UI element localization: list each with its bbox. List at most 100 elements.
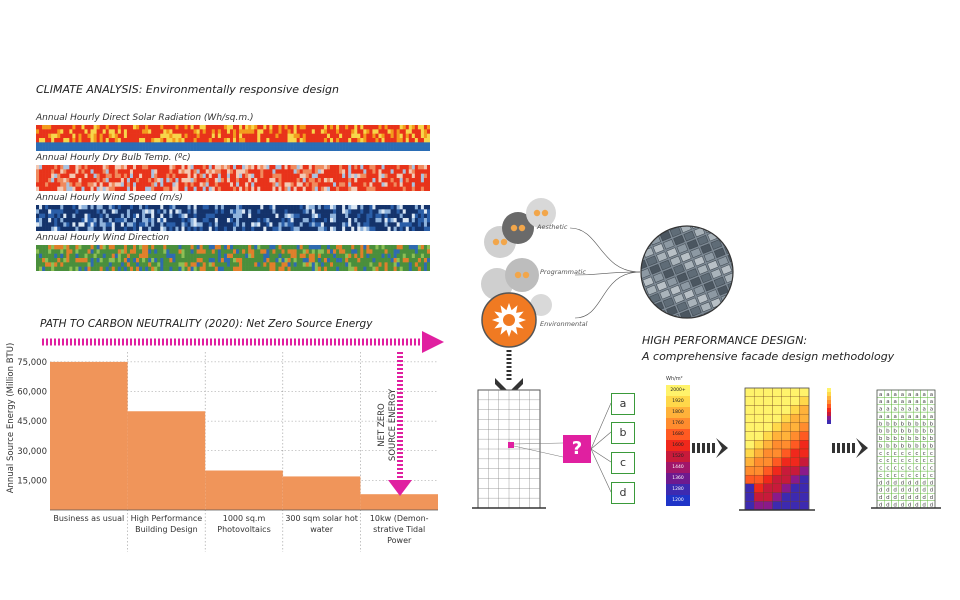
strip-cell [266,258,270,263]
heat-cell [790,466,801,476]
strip-cell [257,178,261,183]
legend-swatch: 1200 [666,495,690,506]
strip-cell [157,249,161,254]
strip-cell [202,138,207,143]
strip-cell [102,226,107,231]
strip-cell [233,258,237,263]
strip-cell [45,253,49,259]
strip-cell [339,218,343,223]
strip-cell [205,173,210,179]
strip-cell [123,266,128,271]
strip-cell [357,226,361,231]
strip-cell [42,266,46,271]
strip-cell [178,138,182,143]
strip-cell [60,125,64,130]
strip-cell [169,205,173,210]
strip-cell [336,142,340,147]
strip-cell [157,218,161,223]
strip-cell [317,173,322,179]
strip-cell [169,245,173,250]
strip-cell [423,129,428,134]
strip-cell [190,258,194,263]
right-arrow-1 [702,443,705,453]
strip-cell [178,186,182,191]
strip-cell [63,182,67,187]
strip-cell [217,253,222,259]
strip-cell [199,178,203,183]
strip-cell [184,186,188,191]
strip-cell [178,205,182,210]
facade-photo-border [640,225,734,319]
strip-cell [72,226,76,231]
strip-cell [223,209,228,214]
strip-cell [320,205,325,210]
strip-cell [263,222,267,227]
strip-cell [278,222,282,227]
strip-cell [111,253,116,259]
strip-cell [175,182,179,187]
strip-cell [396,173,400,179]
strip-cell [242,249,246,254]
strip-cell [290,205,294,210]
panel-option-letter: b [886,429,890,435]
strip-cell [223,258,228,263]
strip-cell [208,218,213,223]
strip-cell [126,133,131,139]
strip-cell [390,209,394,214]
strip-cell [423,133,428,139]
strip-cell [160,133,164,139]
panel-option-letter: c [908,466,911,472]
strip-cell [187,125,191,130]
heat-cell [753,422,764,432]
strip-cell [390,226,394,231]
strip-cell [142,133,146,139]
strip-cell [329,258,334,263]
heat-cell [753,440,764,450]
strip-cell [336,205,340,210]
strip-cell [190,226,194,231]
panel-option-letter: c [894,473,897,479]
dry-bulb-temp-strip [36,165,430,191]
strip-cell [139,169,143,174]
strip-cell [193,222,197,227]
strip-cell [317,226,322,231]
strip-cell [105,218,110,223]
strip-cell [205,182,210,187]
strip-cell [381,173,385,179]
strip-cell [217,222,222,227]
panel-option-letter: c [894,466,897,472]
strip-cell [111,165,116,170]
strip-label-wind-direction: Annual Hourly Wind Direction [36,233,170,243]
strip-cell [420,178,425,183]
strip-cell [405,209,410,214]
strip-cell [329,249,334,254]
strip-cell [233,138,237,143]
strip-cell [414,266,419,271]
strip-cell [166,253,170,259]
strip-cell [57,142,61,147]
panel-option-letter: b [922,436,926,442]
strip-cell [372,146,376,151]
strip-cell [333,169,337,174]
strip-cell [148,258,152,263]
strip-cell [305,249,310,254]
strip-cell [145,133,149,139]
strip-cell [293,165,297,170]
strip-cell [84,142,88,147]
heat-cell [790,483,801,493]
strip-cell [323,178,328,183]
strip-cell [390,165,394,170]
strip-cell [105,213,110,219]
strip-cell [390,173,394,179]
strip-cell [202,205,207,210]
panel-option-letter: b [886,443,890,449]
strip-cell [245,165,249,170]
strip-cell [299,213,304,219]
strip-cell [69,213,73,219]
strip-cell [311,213,316,219]
strip-cell [281,169,285,174]
strip-cell [405,245,410,250]
strip-cell [205,213,210,219]
strip-cell [223,245,228,250]
strip-cell [390,133,394,139]
